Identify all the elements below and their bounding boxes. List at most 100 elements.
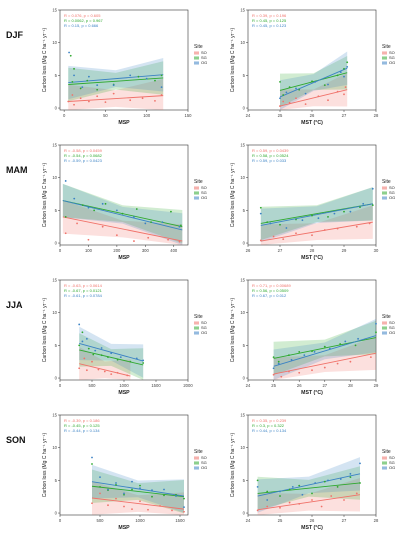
data-point-sg <box>91 463 93 465</box>
data-point-so <box>116 371 119 374</box>
data-point-og <box>133 215 135 218</box>
x-tick-label: 27 <box>278 248 283 253</box>
fit-line-og <box>260 203 373 226</box>
data-point-so <box>129 99 132 102</box>
data-point-og <box>371 187 374 190</box>
data-point-so <box>343 499 345 501</box>
data-point-sg <box>349 476 352 478</box>
data-point-so <box>160 94 163 96</box>
data-point-so <box>103 370 106 373</box>
data-point-so <box>279 105 281 107</box>
data-point-sg <box>179 224 182 227</box>
data-point-og <box>73 74 75 77</box>
data-point-og <box>68 51 70 54</box>
x-tick-label: 2000 <box>183 383 193 388</box>
y-tick-label: 10 <box>240 445 245 450</box>
y-tick-label: 15 <box>52 8 57 13</box>
legend-label-so: SO <box>389 50 395 55</box>
data-point-so <box>256 509 259 512</box>
data-point-sg <box>183 497 185 500</box>
y-tick-label: 15 <box>52 278 57 283</box>
data-point-sg <box>115 484 117 486</box>
data-point-sg <box>288 354 290 357</box>
fit-line-so <box>279 89 348 107</box>
fit-line-og <box>257 473 361 497</box>
fit-line-og <box>79 342 144 362</box>
data-point-og <box>333 212 336 215</box>
data-point-so <box>147 508 149 511</box>
data-point-og <box>135 357 138 360</box>
data-point-sg <box>323 345 326 348</box>
data-point-so <box>272 235 275 238</box>
data-point-so <box>295 97 297 100</box>
data-point-so <box>91 360 93 363</box>
data-point-og <box>346 65 349 68</box>
data-point-sg <box>277 360 280 363</box>
data-point-og <box>303 354 306 357</box>
data-point-so <box>288 101 291 104</box>
data-point-og <box>99 476 101 478</box>
x-tick-label: 25 <box>271 383 276 388</box>
data-point-og <box>285 227 288 229</box>
data-point-so <box>355 492 358 495</box>
x-tick-label: 200 <box>113 248 121 253</box>
x-tick-label: 27 <box>322 383 327 388</box>
legend-title: Site <box>382 44 391 50</box>
data-point-so <box>320 505 323 508</box>
plot-frame <box>59 414 189 516</box>
x-tick-label: 1000 <box>119 383 129 388</box>
data-point-so <box>97 368 100 371</box>
data-point-sg <box>99 485 101 488</box>
data-point-so <box>327 99 329 102</box>
legend-label-og: OG <box>201 60 207 65</box>
x-tick-label: 0 <box>59 248 62 253</box>
data-point-so <box>343 93 345 96</box>
x-tick-label: 0 <box>59 518 62 523</box>
data-point-so <box>73 103 75 106</box>
fit-line-og <box>91 481 185 497</box>
data-point-sg <box>131 488 133 491</box>
data-point-so <box>85 369 88 372</box>
data-point-so <box>336 90 339 93</box>
data-point-sg <box>150 221 152 224</box>
season-label: JJA <box>6 300 23 310</box>
stat-label-og: R = 0.44, p = 0.134 <box>252 428 287 433</box>
fit-line-so <box>91 497 185 510</box>
data-point-og <box>339 71 342 73</box>
data-point-sg <box>79 87 82 90</box>
data-point-sg <box>175 493 177 496</box>
stat-label-so: R = -0.58, p = 0.0459 <box>64 148 103 153</box>
data-point-so <box>83 357 86 360</box>
x-axis-label: MST (°C) <box>301 390 323 396</box>
panel-son-msp: SON 0 500 1000 1500 0 5 10 15 MSP Carbon loss (Mg … <box>6 413 207 532</box>
y-tick-label: 5 <box>243 478 246 483</box>
data-point-so <box>317 95 320 98</box>
data-point-so <box>295 232 297 235</box>
data-point-og <box>115 209 118 212</box>
data-point-sg <box>71 80 74 83</box>
data-point-og <box>81 340 84 343</box>
data-point-so <box>323 229 326 231</box>
data-point-sg <box>78 344 81 347</box>
data-point-og <box>344 340 347 343</box>
data-point-og <box>277 362 280 365</box>
legend-label-sg: SG <box>389 190 395 195</box>
data-point-og <box>129 74 132 77</box>
data-point-sg <box>272 356 275 359</box>
data-point-og <box>178 225 181 228</box>
data-point-so <box>304 103 307 106</box>
data-point-so <box>171 509 173 512</box>
fit-line-so <box>68 95 164 102</box>
data-point-so <box>107 504 109 507</box>
data-point-og <box>290 358 293 361</box>
confidence-band-so <box>79 346 131 380</box>
legend-title: Site <box>382 179 391 185</box>
data-point-so <box>272 373 275 376</box>
data-point-sg <box>279 495 281 497</box>
data-point-so <box>280 375 283 378</box>
data-point-sg <box>256 479 259 482</box>
data-point-og <box>88 75 90 78</box>
data-point-sg <box>86 79 89 82</box>
season-label: MAM <box>6 165 28 175</box>
data-point-og <box>107 488 109 491</box>
